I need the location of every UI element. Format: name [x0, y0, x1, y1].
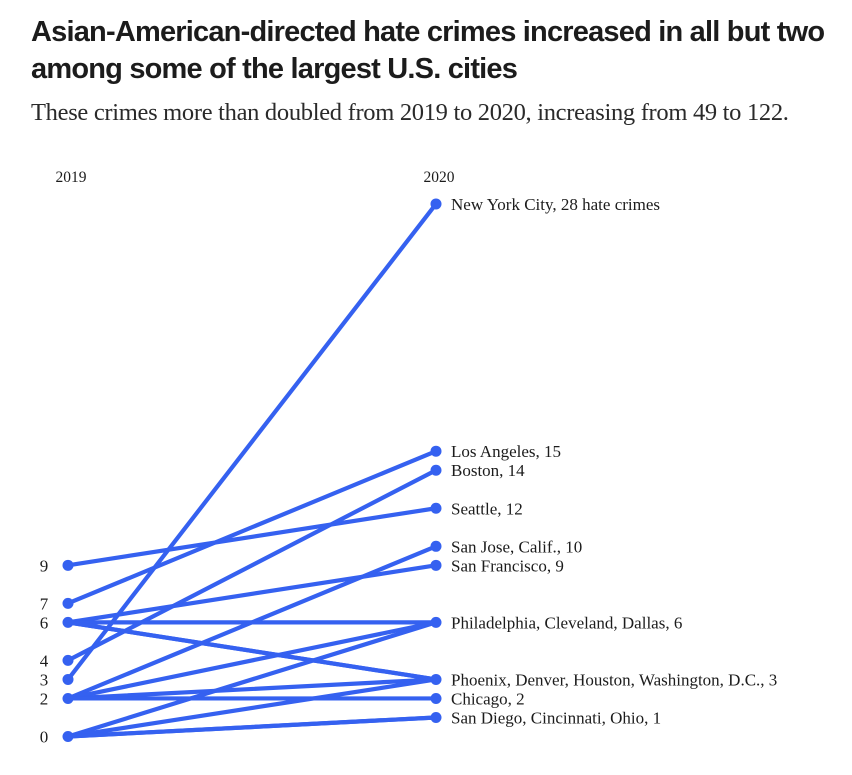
- x-label-2019: 2019: [56, 169, 87, 186]
- point-2020-10: [430, 540, 442, 552]
- y-tick-label: 2: [40, 689, 49, 708]
- point-2019-4: [62, 654, 74, 666]
- series-line-7: [65, 620, 439, 701]
- chart-subtitle: These crimes more than doubled from 2019…: [31, 99, 789, 126]
- point-2020-14: [430, 464, 442, 476]
- series-line-10: [65, 620, 439, 682]
- series-line-15: [65, 715, 439, 739]
- point-2020-3: [430, 673, 442, 685]
- point-2020-6: [430, 616, 442, 628]
- point-2020-28: [430, 198, 442, 210]
- point-2019-9: [62, 559, 74, 571]
- series-label: Phoenix, Denver, Houston, Washington, D.…: [451, 670, 777, 689]
- point-2019-0: [62, 731, 74, 742]
- series-label: New York City, 28 hate crimes: [451, 195, 660, 214]
- left-ticks: 9 76 432 0: [40, 556, 49, 746]
- series-line-11: [65, 677, 439, 701]
- point-2019-2: [62, 692, 74, 704]
- x-label-2020: 2020: [424, 169, 455, 186]
- point-2020-15: [430, 445, 442, 457]
- series-line-1: [65, 449, 439, 606]
- series-label: San Jose, Calif., 10: [451, 537, 582, 556]
- series-label: Boston, 14: [451, 461, 525, 480]
- y-tick-label: 6: [40, 613, 49, 632]
- point-2020-9: [430, 559, 442, 571]
- series-line-5: [65, 563, 439, 625]
- right-labels: New York City, 28 hate crimes Los Angeles…: [451, 195, 777, 728]
- y-tick-label: 0: [40, 728, 49, 747]
- point-2020-2: [430, 692, 442, 704]
- y-tick-label: 7: [40, 594, 49, 613]
- series-label: Seattle, 12: [451, 499, 523, 518]
- series-line-6: [65, 620, 439, 739]
- y-tick-label: 4: [40, 651, 49, 670]
- series-label: Los Angeles, 15: [451, 442, 561, 461]
- point-2020-1: [430, 711, 442, 723]
- series-label: Chicago, 2: [451, 689, 525, 708]
- y-tick-label: 3: [40, 670, 49, 689]
- series-line-0: [65, 201, 439, 682]
- chart-title: Asian-American-directed hate crimes incr…: [31, 16, 825, 85]
- series-label: San Francisco, 9: [451, 556, 564, 575]
- point-2019-7: [62, 597, 74, 609]
- series-line-12: [65, 677, 439, 739]
- point-2019-3: [62, 673, 74, 685]
- point-2019-6: [62, 616, 74, 628]
- series-label: San Diego, Cincinnati, Ohio, 1: [451, 708, 661, 727]
- y-tick-label: 9: [40, 556, 49, 575]
- series-line-3: [65, 506, 439, 568]
- series-label: Philadelphia, Cleveland, Dallas, 6: [451, 613, 682, 632]
- point-2020-12: [430, 502, 442, 514]
- series-line-2: [65, 468, 439, 663]
- series-lines: [62, 198, 442, 742]
